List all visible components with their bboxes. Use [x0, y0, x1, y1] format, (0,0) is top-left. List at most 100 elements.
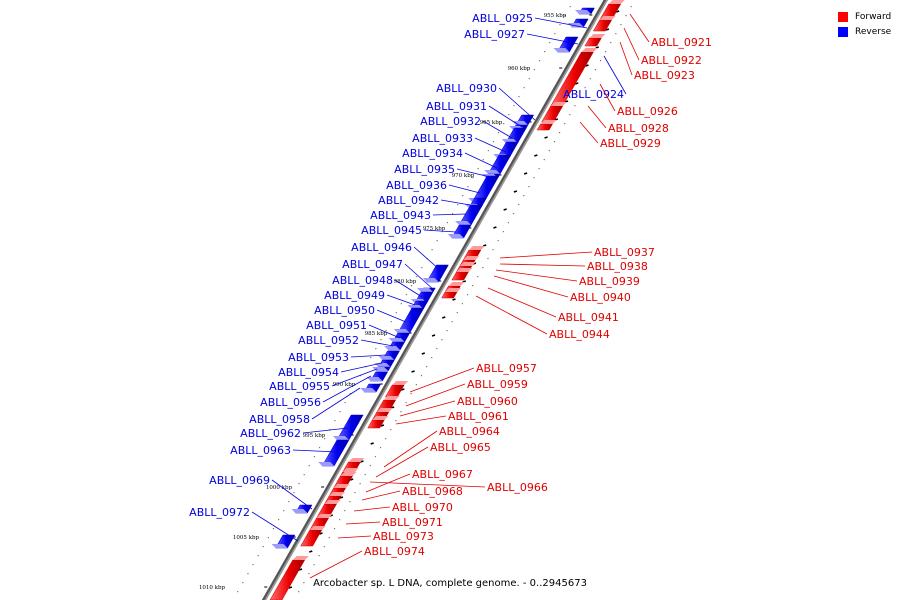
gene-label-abll-0945[interactable]: ABLL_0945 [361, 224, 422, 237]
gene-label-abll-0926[interactable]: ABLL_0926 [617, 105, 678, 118]
gene-label-abll-0934[interactable]: ABLL_0934 [402, 147, 463, 160]
gene-label-abll-0953[interactable]: ABLL_0953 [288, 351, 349, 364]
gene-label-abll-0932[interactable]: ABLL_0932 [420, 115, 481, 128]
gene-label-abll-0929[interactable]: ABLL_0929 [600, 137, 661, 150]
gene-label-abll-0933[interactable]: ABLL_0933 [412, 132, 473, 145]
gene-label-abll-0967[interactable]: ABLL_0967 [412, 468, 473, 481]
gene-label-abll-0969[interactable]: ABLL_0969 [209, 474, 270, 487]
scale-dot [472, 285, 474, 287]
minor-tick [431, 334, 436, 337]
scale-dot [451, 321, 453, 323]
gene-label-abll-0927[interactable]: ABLL_0927 [464, 28, 525, 41]
forward-swatch [838, 11, 848, 22]
gene-feature-cap [324, 500, 341, 504]
gene-label-abll-0939[interactable]: ABLL_0939 [579, 275, 640, 288]
gene-label-abll-0952[interactable]: ABLL_0952 [298, 334, 359, 347]
minor-tick [554, 118, 559, 121]
gene-feature-cap [388, 338, 405, 342]
scale-dot [615, 33, 617, 35]
scale-dot [523, 87, 525, 89]
scale-dot [457, 204, 459, 206]
gene-label-abll-0942[interactable]: ABLL_0942 [378, 194, 439, 207]
gene-label-abll-0936[interactable]: ABLL_0936 [386, 179, 447, 192]
gene-feature-cap [291, 509, 308, 513]
gene-label-abll-0962[interactable]: ABLL_0962 [240, 427, 301, 440]
gene-label-abll-0931[interactable]: ABLL_0931 [426, 100, 487, 113]
gene-label-abll-0954[interactable]: ABLL_0954 [278, 366, 339, 379]
gene-label-abll-0938[interactable]: ABLL_0938 [587, 260, 648, 273]
gene-label-abll-0973[interactable]: ABLL_0973 [373, 530, 434, 543]
scale-dot [364, 474, 366, 476]
gene-leader-line [383, 430, 438, 468]
gene-label-abll-0947[interactable]: ABLL_0947 [342, 258, 403, 271]
gene-label-abll-0957[interactable]: ABLL_0957 [476, 362, 537, 375]
minor-tick [605, 28, 610, 31]
kbp-tick-label: 970 kbp [452, 173, 475, 179]
gene-feature-abll-0929[interactable] [536, 123, 553, 131]
gene-label-abll-0972[interactable]: ABLL_0972 [189, 506, 250, 519]
axis-layer: 955 kbp 960 kbp 965 kbp 970 kbp 975 kbp 980 k… [199, 0, 632, 600]
gene-feature-abll-0957[interactable] [384, 384, 405, 398]
minor-tick [339, 496, 344, 499]
gene-leader-line [493, 275, 569, 298]
gene-label-abll-0940[interactable]: ABLL_0940 [570, 291, 631, 304]
gene-feature-abll-0961[interactable] [367, 419, 385, 429]
scale-dot [411, 285, 413, 287]
minor-tick [288, 586, 293, 589]
legend-reverse: Reverse [838, 24, 891, 39]
gene-label-abll-0966[interactable]: ABLL_0966 [487, 481, 548, 494]
gene-leader-line [482, 120, 513, 139]
gene-feature-abll-0944[interactable] [441, 291, 458, 299]
scale-dot [344, 402, 346, 404]
gene-label-abll-0928[interactable]: ABLL_0928 [608, 122, 669, 135]
gene-leader-line [464, 152, 498, 169]
gene-label-abll-0937[interactable]: ABLL_0937 [594, 246, 655, 259]
gene-label-abll-0960[interactable]: ABLL_0960 [457, 395, 518, 408]
gene-label-abll-0955[interactable]: ABLL_0955 [269, 380, 330, 393]
gene-feature-cap [455, 221, 472, 225]
gene-label-abll-0950[interactable]: ABLL_0950 [314, 304, 375, 317]
gene-label-abll-0943[interactable]: ABLL_0943 [370, 209, 431, 222]
gene-label-abll-0959[interactable]: ABLL_0959 [467, 378, 528, 391]
gene-leader-line [526, 33, 579, 45]
gene-label-abll-0949[interactable]: ABLL_0949 [324, 289, 385, 302]
gene-label-abll-0965[interactable]: ABLL_0965 [430, 441, 491, 454]
gene-feature-abll-0923[interactable] [584, 37, 602, 47]
scale-dot [610, 42, 612, 44]
gene-label-abll-0961[interactable]: ABLL_0961 [448, 410, 509, 423]
gene-label-abll-0964[interactable]: ABLL_0964 [439, 425, 500, 438]
gene-label-abll-0956[interactable]: ABLL_0956 [260, 396, 321, 409]
gene-feature-cap [348, 458, 365, 462]
gene-label-abll-0971[interactable]: ABLL_0971 [382, 516, 443, 529]
legend-reverse-label: Reverse [855, 26, 892, 37]
gene-label-abll-0946[interactable]: ABLL_0946 [351, 241, 412, 254]
gene-label-abll-0951[interactable]: ABLL_0951 [306, 319, 367, 332]
gene-label-abll-0968[interactable]: ABLL_0968 [402, 485, 463, 498]
gene-feature-cap [567, 23, 584, 27]
minor-tick [564, 100, 569, 103]
scale-dot [349, 501, 351, 503]
kbp-tick-label: 1005 kbp [233, 535, 260, 541]
gene-label-abll-0970[interactable]: ABLL_0970 [392, 501, 453, 514]
gene-label-abll-0930[interactable]: ABLL_0930 [436, 82, 497, 95]
gene-label-abll-0935[interactable]: ABLL_0935 [394, 163, 455, 176]
gene-label-abll-0923[interactable]: ABLL_0923 [634, 69, 695, 82]
gene-label-abll-0974[interactable]: ABLL_0974 [364, 545, 425, 558]
reverse-swatch [838, 26, 848, 37]
gene-leader-line [487, 287, 557, 318]
gene-leader-line [399, 400, 456, 417]
gene-feature-abll-0940[interactable] [451, 271, 469, 281]
gene-label-abll-0948[interactable]: ABLL_0948 [332, 274, 393, 287]
gene-label-abll-0921[interactable]: ABLL_0921 [651, 36, 712, 49]
gene-label-abll-0925[interactable]: ABLL_0925 [472, 12, 533, 25]
gene-feature-cap [309, 526, 326, 530]
gene-label-abll-0922[interactable]: ABLL_0922 [641, 54, 702, 67]
gene-label-abll-0963[interactable]: ABLL_0963 [230, 444, 291, 457]
gene-label-abll-0944[interactable]: ABLL_0944 [549, 328, 610, 341]
gene-leader-line [337, 535, 372, 539]
gene-label-abll-0924[interactable]: ABLL_0924 [563, 88, 624, 101]
gene-label-abll-0958[interactable]: ABLL_0958 [249, 413, 310, 426]
kbp-tick-label: 960 kbp [508, 66, 531, 72]
minor-tick [349, 478, 354, 481]
gene-label-abll-0941[interactable]: ABLL_0941 [558, 311, 619, 324]
